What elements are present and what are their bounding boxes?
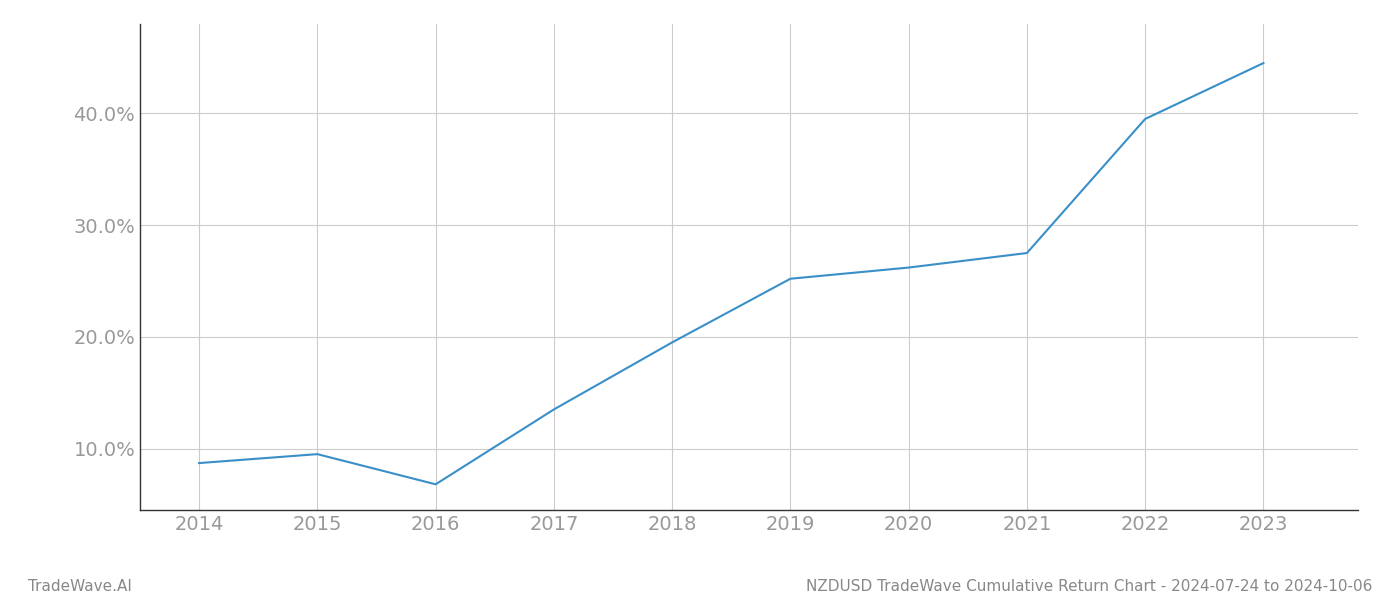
Text: TradeWave.AI: TradeWave.AI [28, 579, 132, 594]
Text: NZDUSD TradeWave Cumulative Return Chart - 2024-07-24 to 2024-10-06: NZDUSD TradeWave Cumulative Return Chart… [805, 579, 1372, 594]
